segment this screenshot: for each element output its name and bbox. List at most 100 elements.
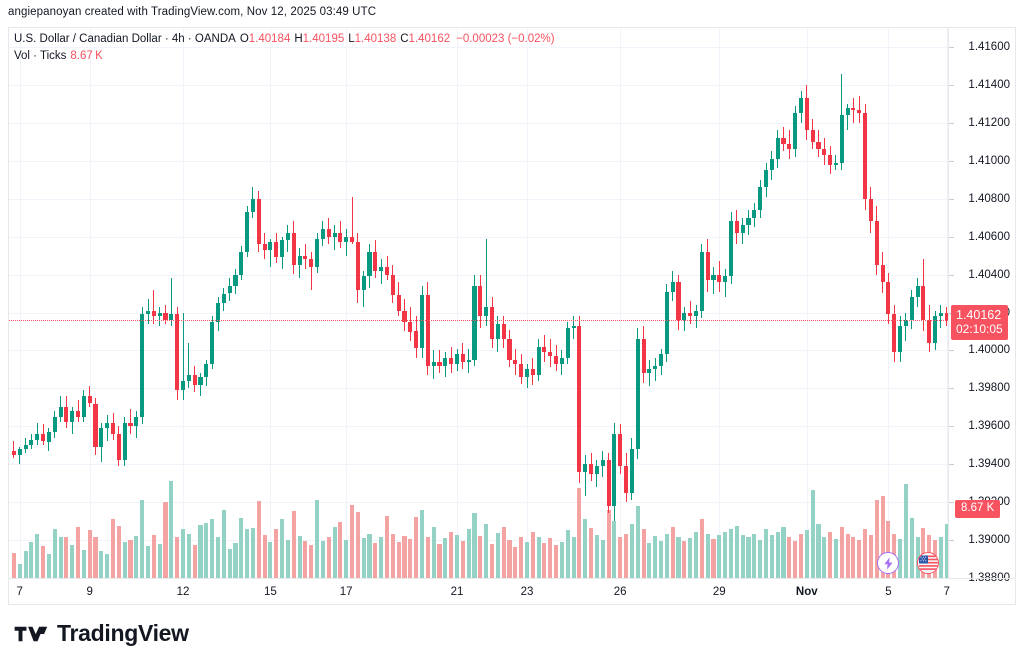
candle-body: [658, 354, 664, 366]
volume-bar: [390, 533, 395, 578]
volume-bar: [431, 527, 436, 578]
horizontal-gridline: [9, 502, 948, 504]
horizontal-gridline: [9, 47, 948, 48]
candle-body: [822, 149, 827, 156]
candle-body: [472, 285, 477, 360]
volume-bar: [530, 532, 535, 578]
candle-body: [886, 282, 891, 315]
candle-body: [880, 265, 885, 283]
volume-bar: [227, 548, 232, 578]
candle-body: [408, 322, 413, 332]
volume-bar: [425, 536, 430, 578]
volume-badge[interactable]: 8.67 K: [955, 500, 1001, 519]
volume-bar: [519, 536, 524, 578]
candle-body: [536, 346, 541, 375]
volume-bar: [863, 528, 868, 578]
candle-wick: [724, 268, 726, 298]
current-price-badge[interactable]: 1.40162 02:10:05: [951, 304, 1008, 340]
volume-bar: [221, 509, 226, 578]
candle-body: [734, 221, 739, 233]
price-tick-mark: [949, 122, 954, 124]
candle-body: [250, 198, 255, 212]
candle-body: [711, 274, 716, 281]
time-scale[interactable]: 7912151721232629Nov571113: [9, 578, 1016, 605]
candle-body: [344, 236, 349, 243]
volume-bar: [297, 536, 302, 578]
volume-bar: [157, 544, 162, 578]
volume-bar: [210, 519, 215, 578]
volume-bar: [898, 539, 903, 578]
attribution-text: angiepanoyan created with TradingView.co…: [8, 6, 377, 18]
volume-bar: [291, 510, 296, 578]
candle-body: [280, 240, 285, 258]
chart-plot-area[interactable]: [9, 28, 948, 578]
candle-body: [454, 354, 460, 364]
candle-body: [612, 433, 617, 506]
candle-body: [892, 314, 897, 353]
lightning-icon[interactable]: [877, 552, 899, 574]
volume-bar: [542, 543, 547, 578]
candle-body: [466, 359, 471, 362]
volume-bar: [110, 519, 116, 578]
corner-badges: [877, 552, 939, 574]
price-tick-label: 1.41200: [968, 116, 1010, 129]
candle-body: [425, 295, 430, 366]
volume-bar: [350, 505, 355, 578]
volume-bar: [198, 525, 203, 578]
candle-body: [186, 375, 191, 381]
candle-body: [285, 232, 290, 241]
time-tick-label: 21: [450, 586, 464, 598]
vertical-gridline: [183, 28, 184, 578]
volume-bar: [536, 536, 541, 578]
volume-bar: [285, 540, 290, 578]
candle-body: [641, 339, 646, 374]
volume-bar: [99, 551, 104, 578]
volume-bar: [845, 533, 850, 578]
vertical-gridline: [19, 28, 21, 578]
candle-body: [291, 232, 296, 265]
candle-body: [478, 285, 483, 317]
horizontal-gridline: [9, 388, 948, 390]
candle-body: [81, 395, 86, 417]
candle-body: [379, 267, 384, 271]
candle-wick: [695, 304, 697, 328]
volume-bar: [361, 537, 366, 578]
volume-bar: [723, 532, 728, 578]
volume-bar: [35, 533, 40, 578]
volume-bar: [186, 533, 191, 578]
candle-body: [758, 187, 763, 211]
vertical-gridline: [346, 28, 348, 578]
volume-bar: [274, 528, 279, 578]
volume-bar: [437, 544, 442, 578]
candle-body: [519, 363, 524, 377]
volume-bar: [239, 517, 244, 578]
vertical-gridline: [270, 28, 272, 578]
candle-body: [629, 449, 634, 493]
candle-body: [443, 358, 448, 366]
volume-bar: [501, 527, 506, 578]
volume-bar: [594, 535, 599, 578]
volume-bar: [23, 551, 28, 578]
volume-bar: [326, 536, 331, 578]
volume-bar: [734, 525, 739, 578]
candle-body: [315, 238, 320, 267]
volume-bar: [180, 528, 186, 578]
candle-body: [600, 460, 605, 467]
volume-bar: [851, 536, 856, 578]
price-tick-label: 1.41400: [968, 78, 1010, 91]
time-tick-label: 23: [520, 586, 534, 598]
price-tick-mark: [949, 47, 954, 48]
us-flag-icon[interactable]: [917, 552, 939, 574]
candle-body: [140, 314, 145, 417]
volume-bar: [880, 495, 885, 578]
current-price-line: [9, 319, 948, 321]
price-scale[interactable]: 1.41600 1.41400 1.41200 1.41000 1.40800 1.406…: [948, 28, 1016, 584]
candle-body: [29, 439, 34, 446]
candle-body: [437, 361, 442, 366]
candle-body: [909, 297, 914, 321]
volume-bar: [752, 533, 757, 578]
candle-body: [233, 274, 238, 286]
price-tick-mark: [949, 426, 954, 428]
volume-bar: [449, 532, 454, 578]
